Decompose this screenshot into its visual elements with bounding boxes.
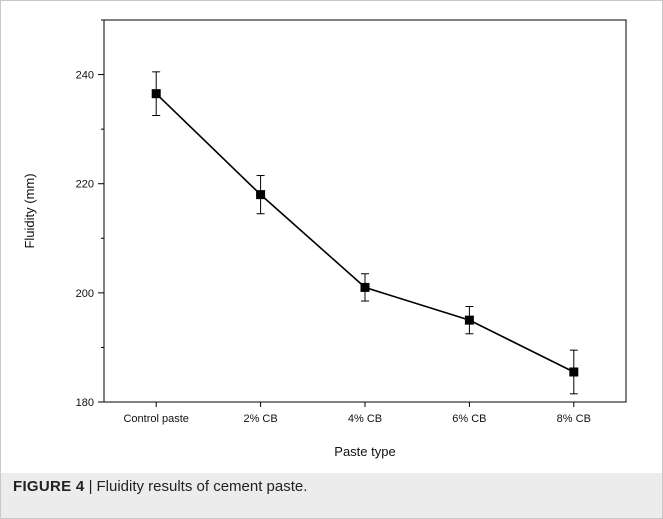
data-point-marker bbox=[360, 282, 370, 292]
series-line bbox=[155, 93, 575, 373]
figure-caption: FIGURE 4 | Fluidity results of cement past… bbox=[13, 478, 307, 495]
caption-separator: | bbox=[88, 478, 93, 495]
x-tick-label: 4% CB bbox=[348, 413, 382, 425]
caption-label: FIGURE 4 bbox=[13, 478, 85, 495]
data-point-marker bbox=[569, 367, 579, 377]
caption-band bbox=[1, 473, 662, 518]
x-axis-title: Paste type bbox=[334, 444, 395, 459]
series-layer bbox=[151, 71, 579, 395]
x-tick-label: 2% CB bbox=[243, 413, 277, 425]
caption-text: Fluidity results of cement paste. bbox=[96, 478, 308, 495]
y-tick-label: 220 bbox=[76, 179, 94, 191]
x-tick-label: 6% CB bbox=[452, 413, 486, 425]
y-axis: 180 200 220 240 bbox=[76, 19, 104, 409]
y-tick-label: 240 bbox=[76, 70, 94, 82]
y-tick-label: 180 bbox=[76, 397, 94, 409]
plot-area-frame bbox=[103, 19, 627, 403]
y-tick-label: 200 bbox=[76, 288, 94, 300]
data-point-marker bbox=[256, 190, 266, 200]
x-tick-label: Control paste bbox=[123, 413, 188, 425]
data-point-marker bbox=[464, 315, 474, 325]
data-point-marker bbox=[151, 89, 161, 99]
fluidity-chart: 180 200 220 240 Control paste 2% CB 4% CB 6% C… bbox=[22, 19, 627, 459]
x-axis: Control paste 2% CB 4% CB 6% CB 8% CB bbox=[123, 402, 591, 425]
y-axis-title: Fluidity (mm) bbox=[22, 173, 37, 248]
x-tick-label: 8% CB bbox=[557, 413, 591, 425]
